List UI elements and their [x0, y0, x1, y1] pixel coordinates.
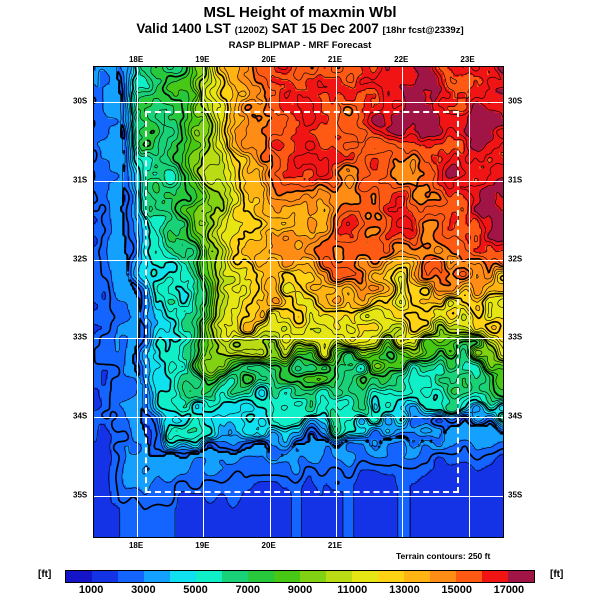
terrain-contour: [128, 67, 503, 447]
colorbar-swatch: [222, 571, 248, 582]
graticule-parallel: [94, 417, 503, 419]
subtitle-utc-time: (1200Z): [234, 25, 268, 36]
colorbar-swatch: [300, 571, 326, 582]
terrain-contour-note: Terrain contours: 250 ft: [396, 551, 491, 561]
graticule-meridian: [402, 67, 404, 537]
colorbar-swatch: [144, 571, 170, 582]
terrain-contour: [205, 67, 503, 358]
axis-label-lat-left: 34S: [73, 411, 88, 421]
terrain-contour: [209, 67, 503, 350]
graticule-parallel: [94, 102, 503, 104]
terrain-contour: [94, 67, 503, 495]
colorbar-swatch: [378, 571, 404, 582]
terrain-contour: [193, 67, 503, 374]
colorbar-swatch: [274, 571, 300, 582]
axis-label-lat-right: 33S: [508, 332, 523, 342]
terrain-contour: [135, 67, 503, 433]
colorbar-swatch: [66, 571, 92, 582]
axis-label-lon-top: 21E: [327, 55, 343, 64]
colorbar-unit-right: [ft]: [550, 569, 564, 580]
axis-label-lon-top: 22E: [394, 55, 409, 64]
colorbar-tick-label: 17000: [493, 584, 525, 596]
terrain-contour: [133, 67, 503, 436]
colorbar-swatch: [196, 571, 222, 582]
axis-label-lat-right: 35S: [508, 490, 523, 500]
colorbar-tick-label: 13000: [389, 584, 420, 596]
graticule-meridian: [137, 67, 139, 537]
graticule-parallel: [94, 181, 503, 183]
axis-label-lon-bottom: 20E: [261, 541, 276, 550]
graticule-meridian: [269, 67, 271, 537]
colorbar-tick-label: 3000: [131, 584, 156, 596]
axis-label-lon-bottom: 18E: [128, 541, 144, 550]
colorbar-swatch: [170, 571, 196, 582]
colorbar-swatch: [92, 571, 118, 582]
terrain-contour: [223, 67, 503, 319]
subtitle-date: SAT 15 Dec 2007: [271, 21, 379, 36]
subtitle-valid-label: Valid 1400 LST: [136, 21, 231, 36]
colorbar-tick-label: 11000: [337, 584, 368, 596]
colorbar-tick-label: 5000: [183, 584, 208, 596]
colorbar-swatch: [430, 571, 456, 582]
axis-label-lon-top: 19E: [195, 55, 210, 64]
terrain-contour: [216, 67, 503, 335]
colorbar-swatch: [482, 571, 508, 582]
colorbar-swatch: [248, 571, 274, 582]
axis-label-lat-right: 30S: [508, 96, 523, 106]
axis-label-lon-top: 18E: [128, 55, 144, 64]
axis-label-lat-left: 35S: [73, 490, 88, 500]
graticule-parallel: [94, 338, 503, 340]
axis-label-lon-top: 20E: [261, 55, 276, 64]
subtitle-forecast-hour: [18hr fcst@2339z]: [382, 25, 464, 36]
terrain-contour: [137, 67, 503, 400]
terrain-contour: [196, 67, 503, 362]
terrain-contour: [244, 67, 503, 287]
graticule-layer: [94, 67, 503, 537]
colorbar-swatch: [118, 571, 144, 582]
colorbar[interactable]: [ft] [ft] 1000 3000 5000 7000 9000 11000 13000…: [0, 566, 600, 600]
colorbar-tick-label: 1000: [78, 584, 104, 596]
graticule-meridian: [468, 67, 470, 537]
map-frame[interactable]: [93, 66, 504, 538]
graticule-meridian: [203, 67, 205, 537]
colorbar-swatch: [508, 571, 534, 582]
colorbar-swatch: [352, 571, 378, 582]
axis-label-lat-left: 31S: [73, 175, 88, 185]
colorbar-unit-left: [ft]: [38, 569, 52, 580]
terrain-contour: [126, 67, 503, 449]
axis-label-lon-bottom: 21E: [327, 541, 343, 550]
axis-label-lat-left: 32S: [73, 254, 88, 264]
page-title: MSL Height of maxmin Wbl: [203, 4, 397, 21]
graticule-parallel: [94, 259, 503, 261]
axis-label-lat-right: 34S: [508, 411, 523, 421]
colorbar-tick-label: 15000: [441, 584, 472, 596]
terrain-contour: [202, 67, 503, 360]
colorbar-gradient: [65, 570, 535, 583]
colorbar-tick-label: 9000: [287, 584, 313, 596]
title-block: MSL Height of maxmin Wbl Valid 1400 LST …: [0, 4, 600, 52]
subtitle-valid-time: Valid 1400 LST (1200Z) SAT 15 Dec 2007 […: [0, 21, 600, 39]
terrain-contour: [219, 67, 503, 333]
axis-label-lat-left: 30S: [73, 96, 88, 106]
axis-label-lat-right: 31S: [508, 175, 523, 185]
colorbar-swatch: [404, 571, 430, 582]
graticule-parallel: [94, 495, 503, 497]
terrain-contour: [94, 70, 503, 511]
axis-label-lat-right: 32S: [508, 254, 523, 264]
graticule-meridian: [336, 67, 337, 537]
colorbar-swatch: [326, 571, 352, 582]
terrain-contour: [240, 67, 503, 292]
axis-label-lon-bottom: 19E: [195, 541, 210, 550]
axis-label-lat-left: 33S: [73, 332, 88, 342]
subtitle-source: RASP BLIPMAP - MRF Forecast: [228, 40, 372, 51]
colorbar-swatch: [456, 571, 482, 582]
axis-label-lon-top: 23E: [460, 55, 475, 64]
terrain-contour: [166, 67, 503, 391]
colorbar-tick-label: 7000: [235, 584, 261, 596]
